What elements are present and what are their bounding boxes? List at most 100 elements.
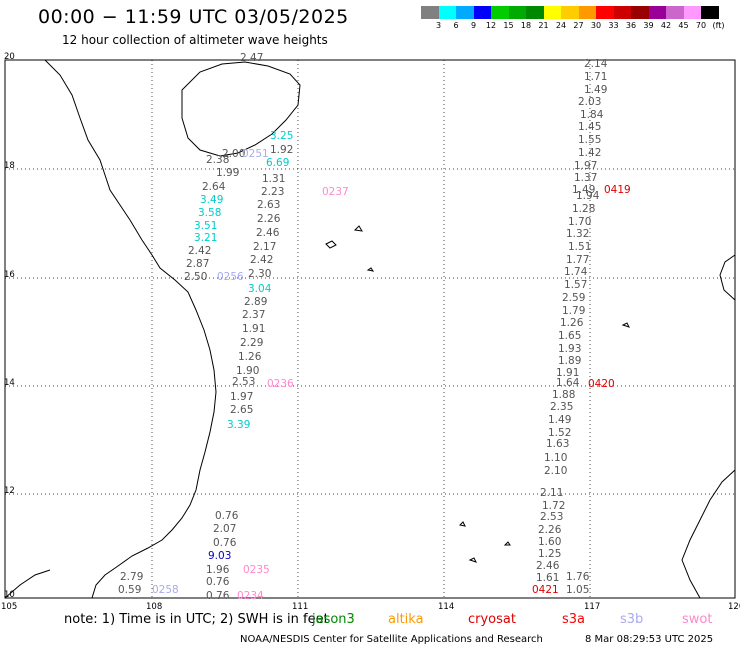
wave-height-reading: 2.10	[544, 465, 567, 477]
wave-height-reading: 3.51	[194, 220, 217, 232]
wave-height-reading: 1.31	[262, 173, 285, 185]
wave-height-reading: 2.17	[253, 241, 276, 253]
wave-height-reading: 0.76	[213, 537, 237, 549]
wave-height-reading: 1.65	[558, 330, 581, 342]
color-scale-label: 12	[485, 21, 497, 30]
color-swatch	[648, 6, 666, 19]
wave-height-reading: 1.70	[568, 216, 591, 228]
color-swatch	[456, 6, 474, 19]
wave-height-reading: 1.37	[574, 172, 597, 184]
spratly-island-a	[458, 521, 466, 527]
borneo-island-speck	[621, 322, 630, 328]
wave-height-reading: 1.94	[576, 190, 600, 202]
wave-height-reading: 1.99	[216, 167, 239, 179]
wave-height-reading: 1.79	[562, 305, 585, 317]
wave-height-reading: 2.30	[248, 268, 271, 280]
color-scale-label: 36	[625, 21, 637, 30]
color-scale-label: 45	[678, 21, 689, 30]
wave-height-reading: 1.74	[564, 266, 588, 278]
color-swatch	[596, 6, 614, 19]
wave-height-reading: 0236	[267, 378, 294, 390]
wave-height-reading: 3.39	[227, 419, 250, 431]
latitude-labels: 20 18 16 14 12 10	[4, 52, 15, 600]
wave-height-reading: 1.49	[584, 84, 607, 96]
lat-label: 14	[4, 378, 15, 388]
color-scale-label: 24	[555, 21, 567, 30]
color-scale-label: 9	[470, 21, 477, 30]
wave-height-reading: 2.38	[206, 154, 229, 166]
wave-height-reading: 1.91	[242, 323, 265, 335]
wave-height-reading: 1.05	[566, 584, 589, 596]
lat-label: 16	[4, 270, 15, 280]
wave-height-reading: 1.49	[572, 184, 595, 196]
color-swatch	[631, 6, 649, 19]
wave-height-reading: 1.57	[564, 279, 587, 291]
color-swatch	[666, 6, 684, 19]
color-scale-label: 42	[660, 21, 672, 30]
wave-height-reading: 0420	[588, 378, 615, 390]
wave-height-reading: 1.28	[572, 203, 595, 215]
wave-height-reading: 0258	[152, 584, 179, 596]
lon-label: 117	[584, 602, 600, 612]
wave-height-reading: 1.97	[574, 160, 597, 172]
wave-height-reading: 0237	[322, 186, 349, 198]
wave-height-reading: 2.07	[213, 523, 236, 535]
wave-height-reading: 1.89	[558, 355, 581, 367]
spratly-island-c	[503, 541, 511, 546]
wave-height-reading: 0.76	[206, 576, 230, 588]
legend-item-s3a: s3a	[562, 612, 586, 627]
wave-height-reading: 1.49	[548, 414, 571, 426]
wave-height-reading: 1.26	[560, 317, 584, 329]
lon-label: 108	[146, 602, 162, 612]
wave-height-reading: 2.42	[188, 245, 211, 257]
wave-height-reading: 3.49	[200, 194, 223, 206]
color-scale-label: (ft)	[712, 21, 725, 30]
color-scale-label: 39	[643, 21, 654, 30]
paracel-island-c	[366, 267, 375, 272]
paracel-island-a	[325, 240, 337, 249]
wave-height-reading: 1.90	[236, 365, 259, 377]
wave-height-reading: 1.76	[566, 571, 590, 583]
wave-height-reading: 2.35	[550, 401, 573, 413]
lat-label: 20	[4, 52, 15, 62]
wave-height-reading: 2.37	[242, 309, 265, 321]
wave-height-reading: 2.47	[240, 52, 263, 64]
color-swatch	[438, 6, 456, 19]
spratly-island-b	[468, 557, 477, 563]
color-swatch	[473, 6, 491, 19]
wave-height-reading: 2.79	[120, 571, 143, 583]
wave-height-reading: 1.55	[578, 134, 601, 146]
wave-height-reading: 1.10	[544, 452, 567, 464]
color-scale-label: 15	[503, 21, 514, 30]
wave-height-reading: 1.97	[230, 391, 253, 403]
hainan-coastline	[181, 61, 301, 157]
wave-height-reading: 1.61	[536, 572, 559, 584]
vietnam-coastline	[44, 59, 217, 599]
wave-height-reading: 2.46	[256, 227, 280, 239]
footer-credit: NOAA/NESDIS Center for Satellite Applica…	[240, 634, 543, 645]
wave-height-reading: 1.45	[578, 121, 601, 133]
wave-height-reading: 2.63	[257, 199, 280, 211]
color-swatch	[491, 6, 509, 19]
wave-height-reading: 1.26	[238, 351, 262, 363]
wave-height-reading: 0.59	[118, 584, 141, 596]
color-scale-label: 21	[538, 21, 549, 30]
wave-height-reading: 1.42	[578, 147, 601, 159]
wave-height-reading: 2.53	[540, 511, 563, 523]
lat-label: 10	[4, 590, 15, 600]
color-swatch	[578, 6, 596, 19]
color-swatch	[613, 6, 631, 19]
wave-height-reading: 0419	[604, 184, 631, 196]
wave-height-reading: 1.52	[548, 427, 571, 439]
color-scale-label: 27	[573, 21, 584, 30]
wave-height-reading: 2.42	[250, 254, 273, 266]
wave-height-reading: 2.26	[257, 213, 281, 225]
color-swatch	[701, 6, 719, 19]
wave-height-reading: 3.04	[248, 283, 272, 295]
wave-height-reading: 1.25	[538, 548, 561, 560]
wave-height-reading: 2.14	[584, 58, 608, 70]
wave-height-reading: 2.59	[562, 292, 585, 304]
color-scale-bar	[421, 6, 719, 19]
longitude-labels: 105 108 111 114 117 120	[1, 602, 740, 612]
